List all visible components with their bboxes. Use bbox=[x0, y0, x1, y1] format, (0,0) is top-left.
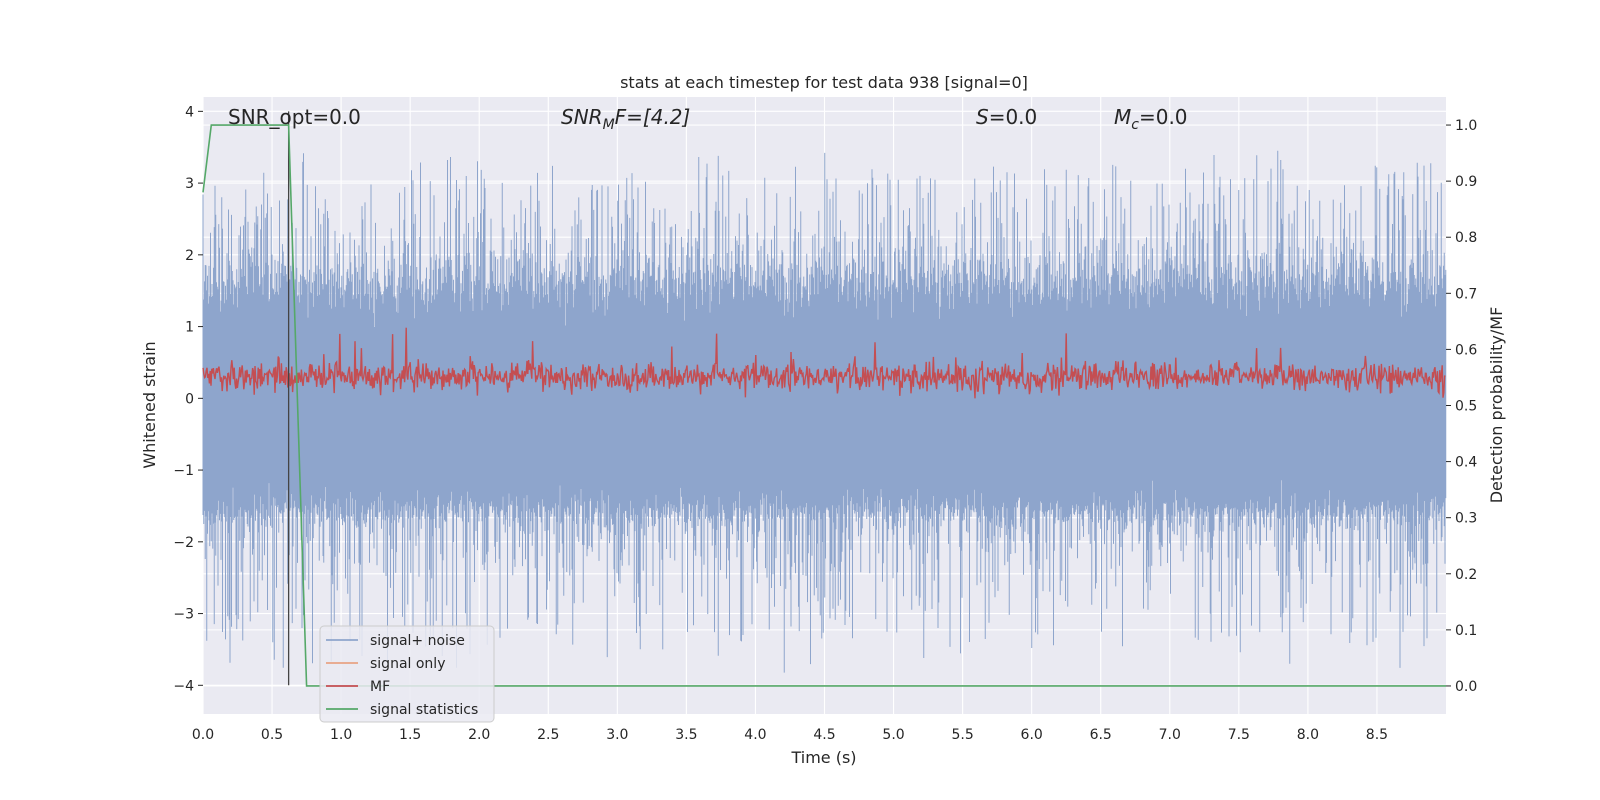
x-tick-label: 6.0 bbox=[1021, 727, 1043, 743]
mf-series bbox=[202, 327, 1446, 399]
x-tick-label: 4.5 bbox=[813, 727, 835, 743]
x-tick-label: 2.5 bbox=[537, 727, 559, 743]
x-tick-label: 7.5 bbox=[1228, 727, 1250, 743]
signal-noise-line bbox=[202, 150, 1447, 673]
x-tick-label: 1.0 bbox=[330, 727, 352, 743]
x-tick-label: 8.0 bbox=[1297, 727, 1319, 743]
y-tick-label-right: 0.2 bbox=[1455, 567, 1477, 583]
legend: signal+ noise signal only MF signal statist… bbox=[319, 625, 495, 723]
annotation-s: S=0.0 bbox=[976, 105, 1037, 129]
x-tick-label: 4.0 bbox=[744, 727, 766, 743]
legend-label: signal only bbox=[370, 656, 445, 672]
annotation-mc: Mc=0.0 bbox=[1114, 105, 1188, 133]
x-tick-label: 0.0 bbox=[192, 727, 214, 743]
y-tick-label-left: 1 bbox=[185, 320, 194, 336]
y-axis-label-left: Whitened strain bbox=[140, 341, 159, 468]
x-tick-label: 5.0 bbox=[882, 727, 904, 743]
y-tick-label-right: 0.7 bbox=[1455, 286, 1477, 302]
annotation-snr-opt: SNR_opt=0.0 bbox=[228, 105, 361, 129]
y-tick-label-left: 2 bbox=[185, 248, 194, 264]
y-tick-label-left: −2 bbox=[173, 535, 194, 551]
y-tick-label-right: 0.6 bbox=[1455, 342, 1477, 358]
signal-statistics-line bbox=[202, 124, 1446, 687]
x-tick-label: 7.0 bbox=[1159, 727, 1181, 743]
legend-label: signal statistics bbox=[370, 702, 478, 718]
y-tick-label-right: 0.9 bbox=[1455, 174, 1477, 190]
y-tick-label-left: −4 bbox=[173, 678, 194, 694]
annotation-snr-mf: SNRMF=[4.2] bbox=[561, 105, 690, 133]
x-tick-label: 8.5 bbox=[1366, 727, 1388, 743]
mf-line bbox=[202, 327, 1446, 399]
x-tick-label: 2.0 bbox=[468, 727, 490, 743]
x-axis-label: Time (s) bbox=[790, 748, 856, 767]
axis-ticks: 0.0 0.5 1.0 1.5 2.0 2.5 3.0 3.5 4.0 4.5 5.0 5.5 6.0 6… bbox=[173, 104, 1477, 743]
legend-box bbox=[319, 625, 495, 723]
x-tick-label: 3.0 bbox=[606, 727, 628, 743]
y-tick-label-left: 0 bbox=[185, 391, 194, 407]
y-tick-label-right: 0.0 bbox=[1455, 679, 1477, 695]
chart-title: stats at each timestep for test data 938… bbox=[620, 73, 1028, 92]
x-tick-label: 1.5 bbox=[399, 727, 421, 743]
y-tick-label-right: 0.4 bbox=[1455, 455, 1477, 471]
y-tick-label-left: −1 bbox=[173, 463, 194, 479]
signal-statistics-series bbox=[202, 111, 1446, 687]
legend-label: MF bbox=[370, 679, 390, 695]
signal-noise-series bbox=[202, 150, 1447, 673]
y-axis-label-right: Detection probability/MF bbox=[1487, 307, 1506, 504]
y-tick-label-right: 0.8 bbox=[1455, 230, 1477, 246]
y-tick-label-right: 0.3 bbox=[1455, 511, 1477, 527]
y-tick-label-right: 0.1 bbox=[1455, 623, 1477, 639]
x-tick-label: 0.5 bbox=[261, 727, 283, 743]
y-tick-label-left: 4 bbox=[185, 104, 194, 120]
x-tick-label: 6.5 bbox=[1090, 727, 1112, 743]
x-tick-label: 3.5 bbox=[675, 727, 697, 743]
x-tick-label: 5.5 bbox=[951, 727, 973, 743]
y-tick-label-right: 0.5 bbox=[1455, 399, 1477, 415]
y-tick-label-left: −3 bbox=[173, 607, 194, 623]
y-tick-label-right: 1.0 bbox=[1455, 118, 1477, 134]
legend-label: signal+ noise bbox=[370, 633, 465, 649]
y-tick-label-left: 3 bbox=[185, 176, 194, 192]
